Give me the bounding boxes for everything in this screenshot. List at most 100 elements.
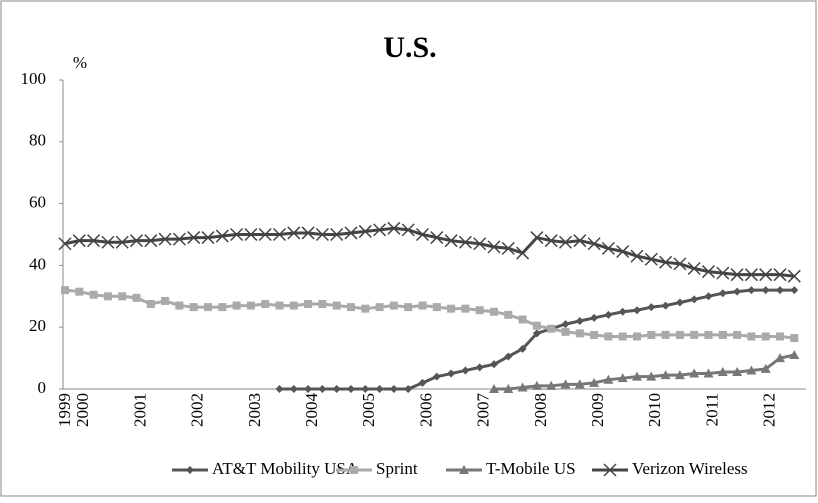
x-tick-label: 2002 (188, 393, 207, 427)
marker (289, 301, 298, 310)
marker (647, 330, 656, 339)
marker (747, 286, 756, 295)
marker (732, 367, 743, 377)
x-tick-label: 2010 (645, 393, 664, 427)
marker (461, 366, 470, 375)
marker (318, 300, 327, 309)
marker (544, 234, 558, 248)
marker (547, 324, 556, 333)
marker (318, 385, 327, 393)
legend-marker (603, 463, 617, 477)
series-line (64, 226, 795, 278)
marker (575, 329, 584, 338)
marker (503, 384, 514, 393)
marker (473, 237, 487, 251)
marker (504, 310, 513, 319)
y-axis-label: % (73, 53, 87, 72)
marker (776, 286, 784, 295)
marker (590, 313, 599, 322)
marker (87, 234, 101, 248)
marker (344, 226, 358, 240)
marker (204, 303, 212, 312)
marker (432, 303, 441, 312)
marker (461, 304, 470, 313)
marker (647, 303, 656, 312)
marker (761, 286, 770, 295)
marker (430, 231, 444, 245)
marker (675, 298, 684, 307)
marker (61, 286, 69, 295)
marker (644, 252, 658, 266)
marker (601, 241, 615, 255)
y-tick-label: 20 (29, 316, 46, 335)
marker (504, 352, 513, 361)
marker (132, 293, 141, 302)
marker (289, 385, 298, 393)
marker (632, 371, 642, 381)
x-tick-label: 2005 (359, 393, 378, 427)
marker (389, 301, 398, 310)
marker (789, 350, 800, 360)
x-tick-label: 2012 (760, 393, 779, 427)
marker (404, 385, 413, 393)
legend-marker (350, 466, 358, 474)
marker (501, 241, 515, 255)
marker (258, 227, 272, 242)
marker (447, 369, 456, 378)
marker (630, 249, 644, 263)
legend-label: T-Mobile US (486, 459, 576, 478)
marker (373, 223, 387, 237)
marker (603, 374, 614, 384)
marker (532, 321, 541, 330)
marker (272, 227, 287, 242)
marker (418, 301, 427, 310)
marker (716, 266, 730, 280)
marker (58, 237, 72, 251)
x-tick-label: 1999 (55, 393, 74, 427)
marker (187, 231, 201, 245)
marker (72, 234, 86, 248)
legend-label: Sprint (376, 459, 418, 478)
x-tick-label: 2009 (588, 393, 607, 427)
marker (633, 306, 641, 315)
marker (432, 372, 441, 381)
y-tick-label: 100 (21, 69, 47, 88)
marker (146, 300, 155, 309)
marker (674, 370, 685, 380)
marker (201, 231, 215, 245)
x-tick-label: 2004 (302, 393, 321, 428)
marker (704, 292, 713, 301)
legend-marker (459, 465, 469, 474)
x-tick-label: 2008 (531, 393, 550, 427)
marker (717, 367, 728, 377)
marker (475, 306, 484, 315)
marker (617, 373, 628, 383)
marker (733, 287, 742, 296)
marker (275, 301, 284, 310)
x-tick-label: 2006 (416, 393, 435, 427)
series (58, 221, 801, 283)
marker (659, 255, 673, 269)
marker (287, 226, 301, 240)
marker (704, 330, 713, 339)
marker (115, 235, 129, 249)
marker (304, 300, 313, 309)
x-tick-label: 2003 (245, 393, 264, 427)
legend-item: T-Mobile US (446, 459, 576, 478)
marker (261, 300, 270, 309)
legend-label: AT&T Mobility USA (212, 459, 359, 478)
marker (301, 226, 315, 240)
legend-item: AT&T Mobility USA (172, 459, 359, 478)
marker (689, 368, 700, 378)
marker (490, 360, 498, 369)
y-tick-label: 40 (29, 254, 46, 273)
marker (304, 385, 313, 393)
marker (347, 303, 355, 312)
marker (604, 332, 613, 341)
y-tick-label: 60 (29, 193, 46, 212)
marker (573, 234, 587, 248)
marker (701, 265, 716, 279)
x-tick-label: 2000 (73, 393, 92, 427)
